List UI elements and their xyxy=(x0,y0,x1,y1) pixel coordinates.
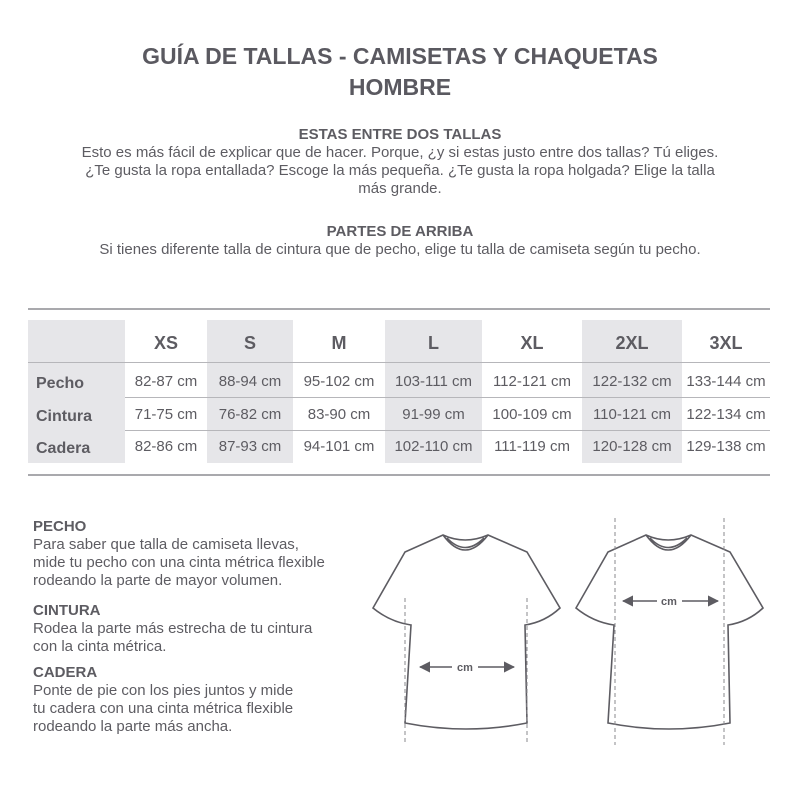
column-shade xyxy=(207,320,293,463)
table-cell: 100-109 cm xyxy=(492,406,572,423)
page-title: GUÍA DE TALLAS - CAMISETAS Y CHAQUETAS HO… xyxy=(142,43,658,100)
table-cell: 94-101 cm xyxy=(303,438,375,455)
table-cell: 120-128 cm xyxy=(592,438,672,455)
table-cell: 91-99 cm xyxy=(402,406,465,423)
size-header: L xyxy=(428,333,439,353)
row-label: Cintura xyxy=(36,408,92,425)
table-cell: 133-144 cm xyxy=(686,373,766,390)
table-cell: 95-102 cm xyxy=(303,373,375,390)
row-divider xyxy=(28,362,770,363)
cm-label: cm xyxy=(457,662,473,674)
guide-cadera: CADERA Ponte de pie con los pies juntos y… xyxy=(33,664,294,735)
table-cell: 82-86 cm xyxy=(134,438,198,455)
size-header: 3XL xyxy=(709,333,743,353)
divider xyxy=(28,474,770,476)
guide-cintura: CINTURA Rodea la parte más estrecha de tu… xyxy=(33,602,313,655)
tshirt-front-hip xyxy=(371,534,562,730)
row-label: Cadera xyxy=(36,440,91,457)
tshirt-front-chest xyxy=(574,534,765,730)
table-cell: 88-94 cm xyxy=(218,373,282,390)
table-cell: 112-121 cm xyxy=(492,373,572,390)
size-header: XL xyxy=(520,333,544,353)
table-cell: 111-119 cm xyxy=(494,438,570,455)
row-label: Pecho xyxy=(36,375,85,392)
section-heading: PARTES DE ARRIBA xyxy=(326,223,474,240)
measure-guides xyxy=(404,518,725,745)
row-divider xyxy=(125,430,770,431)
row-divider xyxy=(125,397,770,398)
size-header: S xyxy=(243,333,256,353)
table-cell: 82-87 cm xyxy=(134,373,198,390)
table-cell: 102-110 cm xyxy=(394,438,473,455)
table-cell: 122-134 cm xyxy=(686,406,766,423)
between-sizes-section: ESTAS ENTRE DOS TALLAS Esto es más fácil… xyxy=(40,126,760,198)
table-cell: 129-138 cm xyxy=(686,438,766,455)
size-header: 2XL xyxy=(615,333,649,353)
cm-label: cm xyxy=(661,596,677,608)
table-cell: 83-90 cm xyxy=(307,406,371,423)
table-cell: 110-121 cm xyxy=(592,406,672,423)
column-shade xyxy=(385,320,482,463)
tops-section: PARTES DE ARRIBA Si tienes diferente tal… xyxy=(40,223,760,259)
column-shade xyxy=(582,320,682,463)
table-cell: 71-75 cm xyxy=(134,406,198,423)
size-header: M xyxy=(331,333,347,353)
size-header: XS xyxy=(153,333,178,353)
guide-pecho: PECHO Para saber que talla de camiseta ll… xyxy=(33,518,325,589)
table-cell: 103-111 cm xyxy=(395,373,472,390)
section-heading: ESTAS ENTRE DOS TALLAS xyxy=(298,126,502,143)
divider xyxy=(28,308,770,310)
label-column-shade xyxy=(28,320,125,463)
measure-arrows xyxy=(418,595,720,673)
table-cell: 122-132 cm xyxy=(592,373,672,390)
table-cell: 76-82 cm xyxy=(218,406,282,423)
table-cell: 87-93 cm xyxy=(218,438,282,455)
